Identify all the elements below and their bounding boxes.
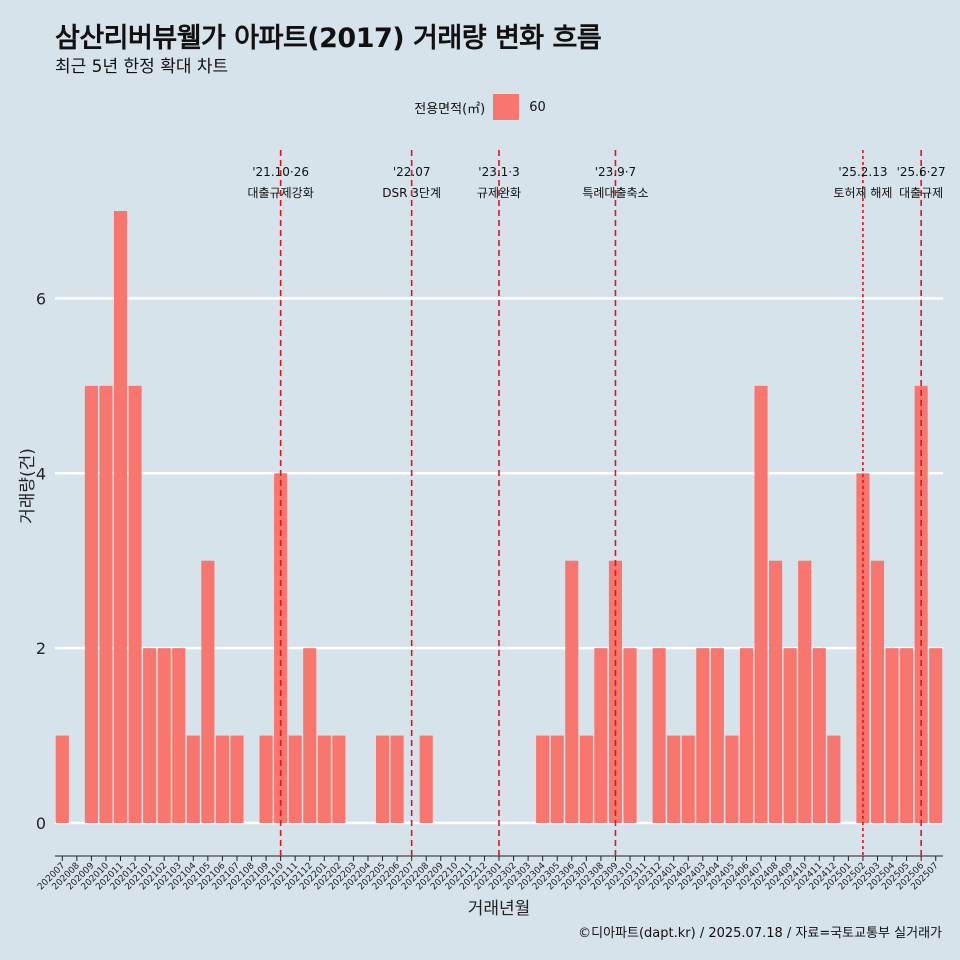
bar <box>201 560 215 823</box>
bar <box>536 735 550 823</box>
caption: ©디아파트(dapt.kr) / 2025.07.18 / 자료=국토교통부 실… <box>578 926 942 941</box>
legend-item-label: 60 <box>529 99 546 115</box>
annotation-label: 토허제 해제 <box>833 186 892 200</box>
bar <box>710 648 724 823</box>
chart-subtitle: 최근 5년 한정 확대 차트 <box>55 57 229 77</box>
y-tick-label: 6 <box>36 289 46 308</box>
bar <box>870 560 885 823</box>
bar <box>900 648 914 823</box>
annotation-label: DSR 3단계 <box>382 186 441 200</box>
bar <box>812 648 826 823</box>
y-tick-label: 2 <box>36 639 46 658</box>
bar <box>186 735 200 823</box>
bar <box>172 648 186 823</box>
bar <box>565 560 579 823</box>
bar <box>725 735 739 823</box>
bar <box>667 735 681 823</box>
annotation-date: '22.07 <box>393 165 431 179</box>
bar <box>317 735 331 823</box>
bar <box>739 648 754 823</box>
annotation-date: '23.9·7 <box>595 165 636 179</box>
legend-title: 전용면적(㎡) <box>414 101 486 117</box>
bar <box>390 735 404 823</box>
annotation-date: '21.10·26 <box>252 165 309 179</box>
bar <box>143 648 157 823</box>
bar <box>579 735 593 823</box>
bar <box>55 735 69 823</box>
bar <box>550 735 564 823</box>
bar <box>769 560 783 823</box>
bar <box>652 648 666 823</box>
chart-title: 삼산리버뷰웰가 아파트(2017) 거래량 변화 흐름 <box>55 23 602 54</box>
bar <box>332 735 346 823</box>
bar <box>288 735 302 823</box>
bar <box>215 735 229 823</box>
bar <box>303 648 317 823</box>
annotation-date: '23.1·3 <box>478 165 519 179</box>
x-axis-title: 거래년월 <box>468 899 531 919</box>
legend-swatch <box>493 94 520 120</box>
annotation-label: 특례대출축소 <box>582 186 648 200</box>
annotation-label: 규제완화 <box>477 186 521 200</box>
bar <box>681 735 695 823</box>
bar <box>259 735 273 823</box>
y-axis-title: 거래량(건) <box>18 448 38 524</box>
annotation-date: '25.2.13 <box>838 165 887 179</box>
bar <box>230 735 244 823</box>
annotation-label: 대출규제 <box>899 186 943 200</box>
annotation-label: 대출규제강화 <box>248 186 314 200</box>
legend: 전용면적(㎡) 60 <box>0 94 960 120</box>
bar <box>375 735 390 823</box>
bar <box>827 735 841 823</box>
bar <box>113 211 128 823</box>
bar <box>798 560 812 823</box>
bar <box>594 648 608 823</box>
bar <box>754 385 768 823</box>
bar <box>929 648 943 823</box>
y-tick-label: 4 <box>36 464 46 483</box>
bar <box>84 385 98 823</box>
bar <box>623 648 637 823</box>
bar <box>157 648 171 823</box>
bar <box>783 648 797 823</box>
bar <box>419 735 433 823</box>
y-tick-label: 0 <box>36 814 46 833</box>
bar <box>696 648 710 823</box>
bar <box>274 473 288 823</box>
annotation-date: '25.6·27 <box>897 165 946 179</box>
bar <box>128 385 142 823</box>
bar <box>99 385 113 823</box>
bar <box>885 648 899 823</box>
